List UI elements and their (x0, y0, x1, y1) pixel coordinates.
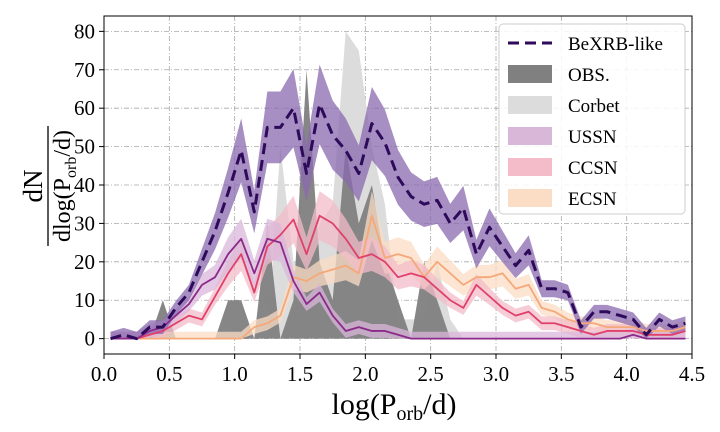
y-axis-title: dN dlog(Porb/d) (18, 126, 80, 246)
y-tick-label: 10 (74, 288, 95, 312)
line-bexrb-like (110, 102, 686, 341)
y-tick-label: 50 (74, 135, 95, 159)
line-ussn (110, 237, 686, 340)
y-axis-title-numerator: dN (18, 170, 48, 203)
x-tick-label: 3.0 (483, 362, 509, 386)
x-tick-label: 0.0 (91, 362, 117, 386)
band-bexrb-like (110, 64, 686, 339)
y-tick-label: 60 (74, 96, 95, 120)
x-tick-label: 4.0 (614, 362, 640, 386)
x-axis-title: log(Porb/d) (331, 388, 456, 425)
y-tick-label: 40 (74, 173, 95, 197)
x-tick-label: 1.5 (287, 362, 313, 386)
y-tick-label: 0 (85, 327, 96, 351)
bands-layer (110, 64, 686, 339)
y-tick-label: 30 (74, 211, 95, 235)
y-tick-label: 70 (74, 58, 95, 82)
legend-label-ussn: USSN (568, 127, 617, 148)
legend-swatch-ecsn (508, 189, 552, 207)
legend-label-ccsn: CCSN (568, 158, 618, 179)
legend-swatch-corbet (508, 96, 552, 114)
x-tick-label: 1.0 (222, 362, 248, 386)
legend-label-corbet: Corbet (568, 96, 620, 117)
legend-label-bexrb-like: BeXRB-like (568, 34, 663, 55)
x-tick-label: 4.5 (679, 362, 705, 386)
y-axis-title-denominator: dlog(Porb/d) (50, 130, 80, 242)
x-axis: 0.0 0.5 1.0 1.5 2.0 2.5 3.0 3.5 4.0 4.5 (91, 354, 705, 386)
y-tick-label: 20 (74, 250, 95, 274)
band-ccsn (110, 191, 686, 339)
y-tick-label: 80 (74, 19, 95, 43)
y-axis: 0 10 20 30 40 50 60 70 80 (74, 19, 104, 351)
x-tick-label: 0.5 (156, 362, 182, 386)
band-ussn (110, 218, 686, 339)
x-tick-label: 3.5 (548, 362, 574, 386)
line-ecsn (110, 214, 686, 340)
legend-swatch-obs (508, 65, 552, 83)
x-tick-label: 2.5 (418, 362, 444, 386)
legend-label-ecsn: ECSN (568, 189, 617, 210)
x-tick-label: 2.0 (352, 362, 378, 386)
legend-label-obs: OBS. (568, 65, 610, 86)
line-ccsn (110, 214, 686, 340)
legend-swatch-ussn (508, 127, 552, 145)
axis-titles: log(Porb/d) dN dlog(Porb/d) (18, 126, 457, 425)
legend-swatch-ccsn (508, 158, 552, 176)
legend: BeXRB-like OBS. Corbet USSN CCSN ECSN (498, 23, 686, 215)
lines-layer (110, 102, 686, 341)
